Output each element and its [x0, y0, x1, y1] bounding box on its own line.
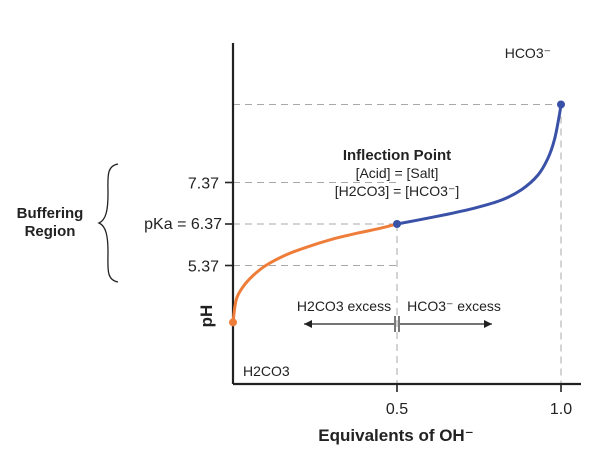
inflection-line1: [Acid] = [Salt]: [356, 165, 439, 181]
divider-marks: [394, 316, 400, 332]
y-tick-label-5-37: 5.37: [188, 259, 219, 276]
curves: [231, 103, 563, 324]
left-excess-label: H2CO3 excess: [297, 298, 391, 314]
markers: [229, 100, 565, 327]
y-tick-label-7-37: 7.37: [188, 176, 219, 193]
pka-label: pKa = 6.37: [144, 216, 222, 233]
titration-curve-segment-2: [395, 103, 563, 226]
right-arrow: [400, 320, 492, 328]
tick-labels: 5.37 7.37 0.5 1.0: [188, 176, 572, 419]
x-axis-title: Equivalents of OH⁻: [318, 426, 473, 445]
inflection-line2: [H2CO3] = [HCO3⁻]: [335, 183, 459, 199]
buffering-label-line1: Buffering: [17, 205, 84, 222]
y-axis-title: pH: [197, 305, 216, 328]
endpoint-marker-2: [557, 100, 565, 109]
x-tick-label-0-5: 0.5: [386, 401, 408, 418]
endpoint-marker-1: [229, 318, 237, 327]
right-excess-label: HCO3⁻ excess: [407, 298, 501, 314]
hco3-endpoint-label: HCO3⁻: [505, 45, 551, 61]
buffering-brace: [97, 163, 119, 283]
inflection-title: Inflection Point: [343, 147, 451, 164]
axes: [225, 43, 581, 392]
titration-curve-segment-1: [231, 222, 399, 324]
x-tick-label-1-0: 1.0: [550, 401, 572, 418]
buffering-label-line2: Region: [25, 223, 76, 240]
left-arrow: [304, 320, 394, 328]
inflection-point-marker: [393, 220, 401, 228]
h2co3-endpoint-label: H2CO3: [243, 363, 290, 379]
reference-lines: [233, 103, 562, 392]
